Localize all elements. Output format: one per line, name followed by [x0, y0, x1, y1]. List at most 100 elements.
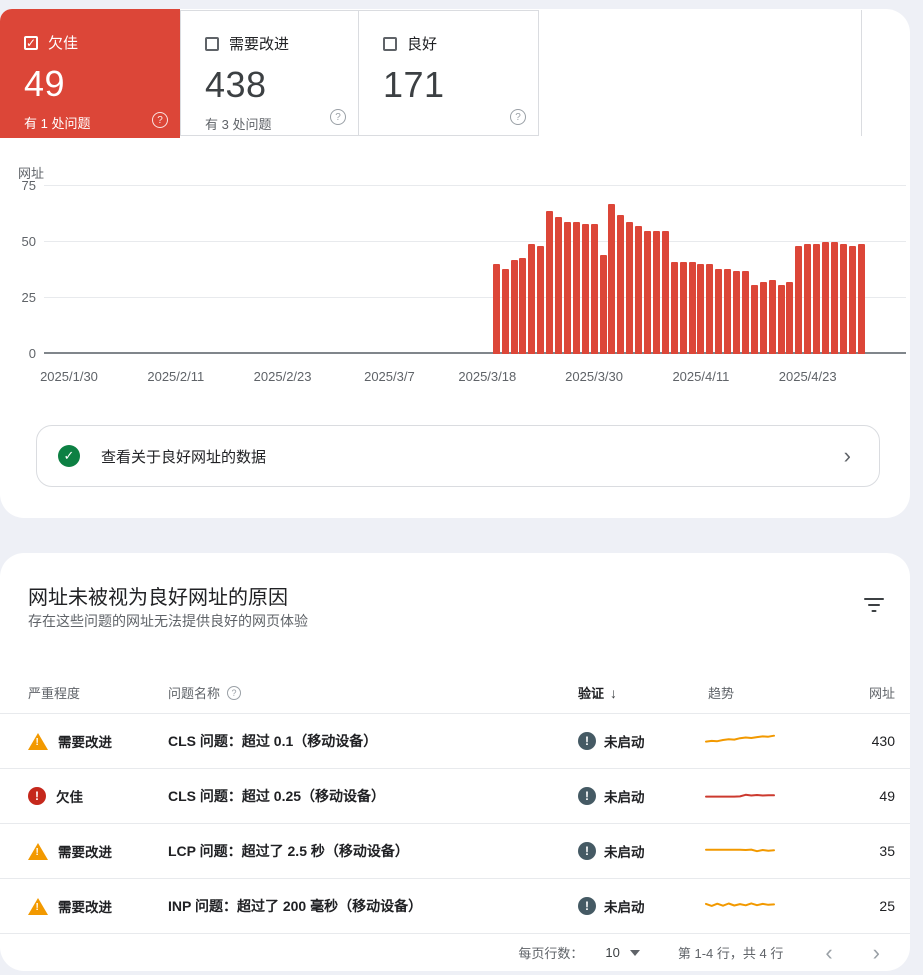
- y-tick-label: 50: [21, 234, 36, 249]
- page-range-label: 第 1-4 行，共 4 行: [677, 946, 784, 961]
- rows-per-page-label: 每页行数：: [518, 946, 584, 961]
- validation-status-icon: !: [578, 787, 596, 805]
- checkbox-good-unchecked[interactable]: [383, 36, 397, 51]
- x-tick-label: 2025/3/30: [565, 369, 624, 384]
- table-row[interactable]: ! 欠佳 CLS 问题：超过 0.25（移动设备）! 未启动 49: [0, 769, 910, 824]
- filter-icon[interactable]: [864, 597, 884, 613]
- help-icon[interactable]: ?: [227, 685, 242, 700]
- severity-label: 需要改进: [58, 735, 112, 750]
- chart-bar[interactable]: [786, 282, 794, 354]
- chart-bar[interactable]: [537, 246, 545, 354]
- chart-bar[interactable]: [581, 224, 589, 354]
- chart-bar[interactable]: [599, 255, 607, 354]
- chart-bar[interactable]: [617, 215, 625, 354]
- rows-per-page-value[interactable]: 10: [605, 945, 620, 960]
- checkbox-needs-improvement-unchecked[interactable]: [205, 36, 219, 51]
- x-tick-label: 2025/1/30: [40, 369, 98, 384]
- card-good[interactable]: 良好 171 ?: [358, 10, 539, 136]
- warning-icon: [28, 732, 48, 750]
- chart-bar[interactable]: [741, 271, 749, 354]
- chart-bar[interactable]: [848, 246, 856, 354]
- chart-y-axis-title: 网址: [18, 166, 45, 181]
- card-count: 438: [205, 64, 267, 105]
- url-count: 430: [871, 733, 895, 749]
- column-header-urls[interactable]: 网址: [868, 686, 895, 701]
- rows-per-page-dropdown-icon[interactable]: [629, 949, 640, 956]
- chart-bar[interactable]: [822, 242, 829, 354]
- chart-bar[interactable]: [510, 259, 518, 354]
- y-tick-label: 25: [21, 290, 36, 305]
- table-body: 需要改进 CLS 问题：超过 0.1（移动设备）! 未启动 430! 欠佳 CLS 问题：…: [0, 714, 910, 934]
- card-poor-selected[interactable]: ✓ 欠佳 49 有 1 处问题 ?: [0, 9, 180, 138]
- card-needs-improvement[interactable]: 需要改进 438 有 3 处问题 ?: [180, 10, 359, 136]
- trend-sparkline: [705, 789, 775, 803]
- chart-bar[interactable]: [768, 280, 776, 354]
- chart-bar[interactable]: [813, 244, 821, 354]
- chart-bar[interactable]: [839, 244, 847, 354]
- chart-bar[interactable]: [635, 226, 643, 354]
- chart-bar[interactable]: [679, 262, 687, 354]
- chart-bar[interactable]: [830, 242, 838, 354]
- severity-label: 需要改进: [58, 845, 112, 860]
- table-row[interactable]: 需要改进 CLS 问题：超过 0.1（移动设备）! 未启动 430: [0, 714, 910, 769]
- chart-bar[interactable]: [661, 230, 669, 354]
- chart-bar[interactable]: [715, 268, 723, 354]
- chart-bar[interactable]: [608, 203, 616, 354]
- column-header-issue[interactable]: 问题名称 ?: [168, 683, 242, 702]
- column-header-trend[interactable]: 趋势: [708, 686, 735, 701]
- column-header-severity[interactable]: 严重程度: [28, 686, 81, 701]
- chart-bar[interactable]: [706, 264, 714, 354]
- validation-label: 未启动: [604, 735, 645, 750]
- chart-bar[interactable]: [804, 244, 812, 354]
- chart-bar[interactable]: [697, 264, 705, 354]
- chart-bar[interactable]: [519, 257, 527, 354]
- y-tick-label: 75: [21, 178, 36, 193]
- chart-bar[interactable]: [546, 210, 554, 354]
- issue-name: LCP 问题：超过了 2.5 秒（移动设备）: [168, 843, 409, 859]
- url-count: 25: [879, 898, 895, 914]
- issue-name: CLS 问题：超过 0.25（移动设备）: [168, 788, 386, 804]
- chart-bar[interactable]: [572, 221, 580, 354]
- gridline-75: [44, 185, 906, 186]
- severity-label: 需要改进: [58, 900, 112, 915]
- sort-descending-icon: ↓: [610, 684, 618, 701]
- chart-bar[interactable]: [733, 271, 740, 354]
- column-header-validation[interactable]: 验证 ↓: [578, 683, 617, 702]
- table-header-row: 严重程度 问题名称 ? 验证 ↓ 趋势 网址: [0, 665, 910, 714]
- x-tick-label: 2025/3/18: [458, 369, 517, 384]
- chart-bar[interactable]: [795, 246, 803, 354]
- chart-bar[interactable]: [528, 244, 536, 354]
- url-count: 49: [879, 788, 895, 804]
- chart-bar[interactable]: [555, 217, 562, 354]
- chart-bar[interactable]: [670, 262, 678, 354]
- card-count: 171: [383, 64, 445, 105]
- overview-panel: 需要改进 438 有 3 处问题 ? 良好 171 ? ✓ 欠佳 49 有 1 …: [0, 9, 910, 518]
- view-good-urls-button[interactable]: ✓ 查看关于良好网址的数据 ›: [36, 425, 880, 487]
- chart-bar[interactable]: [777, 284, 785, 354]
- previous-page-button[interactable]: ‹: [825, 939, 833, 965]
- next-page-button[interactable]: ›: [872, 939, 880, 965]
- trend-sparkline: [705, 844, 775, 858]
- help-icon[interactable]: ?: [330, 109, 346, 125]
- chart-bar[interactable]: [626, 221, 634, 354]
- chart-bar[interactable]: [590, 224, 598, 354]
- y-tick-label: 0: [28, 346, 36, 361]
- chart-bar[interactable]: [688, 262, 696, 354]
- help-icon[interactable]: ?: [152, 112, 168, 128]
- chart-bar[interactable]: [724, 268, 732, 354]
- table-row[interactable]: 需要改进 LCP 问题：超过了 2.5 秒（移动设备）! 未启动 35: [0, 824, 910, 879]
- warning-icon: [28, 842, 48, 860]
- gridline-0: [44, 352, 906, 354]
- chart-bar[interactable]: [492, 264, 500, 354]
- url-count: 35: [879, 843, 895, 859]
- chart-bar[interactable]: [652, 230, 660, 354]
- chart-bar[interactable]: [501, 268, 509, 354]
- checkbox-poor-checked[interactable]: ✓: [24, 35, 38, 50]
- chart-bar[interactable]: [750, 284, 758, 354]
- chart-bar[interactable]: [644, 230, 651, 354]
- table-row[interactable]: 需要改进 INP 问题：超过了 200 毫秒（移动设备）! 未启动 25: [0, 879, 910, 934]
- chart-bar[interactable]: [759, 282, 767, 354]
- chart-bar[interactable]: [857, 244, 865, 354]
- chart-bar[interactable]: [563, 221, 571, 354]
- help-icon[interactable]: ?: [510, 109, 526, 125]
